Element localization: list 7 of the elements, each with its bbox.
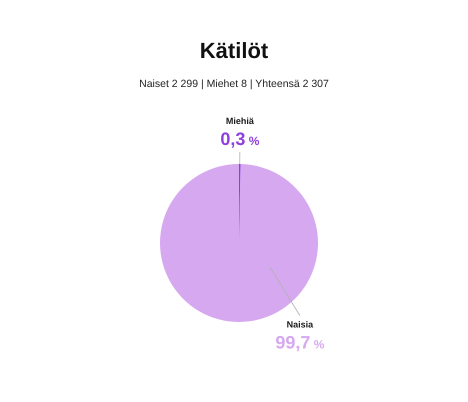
slice-label: Miehiä — [226, 116, 255, 126]
slice-label: Naisia — [286, 320, 314, 330]
chart-title: Kätilöt — [198, 38, 270, 64]
data-label: 99,7 % — [275, 332, 325, 353]
chart-subtitle: Naiset 2 299 | Miehet 8 | Yhteensä 2 307 — [138, 77, 330, 91]
pie-slice — [160, 164, 318, 322]
data-label: 0,3 % — [220, 129, 260, 150]
